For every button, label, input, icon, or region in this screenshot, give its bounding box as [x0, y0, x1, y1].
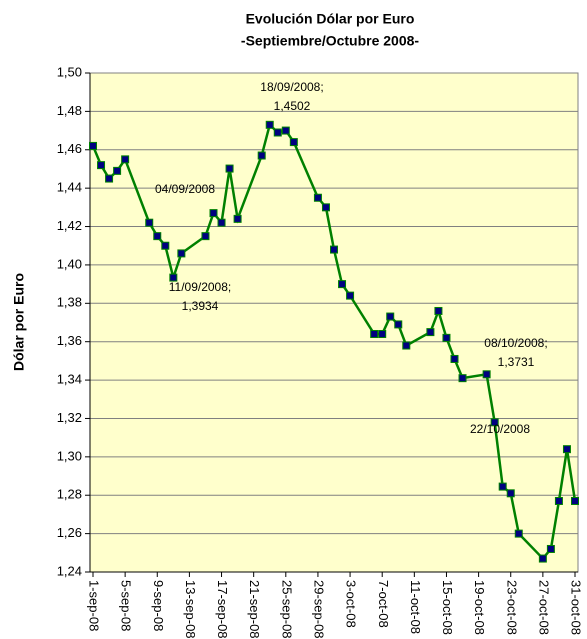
x-tick-label: 11-oct-08: [408, 580, 423, 634]
marker: [506, 489, 515, 498]
marker: [346, 291, 355, 300]
x-tick-label: 15-oct-08: [440, 580, 455, 635]
x-tick-label: 7-oct-08: [376, 580, 391, 628]
marker: [169, 273, 178, 282]
y-tick-label: 1,42: [57, 218, 82, 233]
marker: [313, 193, 322, 202]
y-tick-label: 1,44: [57, 180, 82, 195]
annotation: 1,3731: [498, 355, 535, 369]
x-tick-label: 31-oct-08: [569, 580, 584, 635]
annotation: 22/10/2008: [470, 422, 530, 436]
y-tick-label: 1,48: [57, 103, 82, 118]
marker: [265, 120, 274, 129]
marker: [121, 155, 130, 164]
marker: [370, 330, 379, 339]
x-tick-label: 23-oct-08: [504, 580, 519, 635]
chart-subtitle: -Septiembre/Octubre 2008-: [241, 33, 420, 49]
marker: [402, 341, 411, 350]
marker: [562, 445, 571, 454]
plot-area: [89, 72, 579, 573]
marker: [330, 245, 338, 254]
marker: [458, 374, 467, 383]
x-tick-label: 19-oct-08: [472, 580, 487, 635]
marker: [257, 151, 266, 160]
marker: [225, 164, 234, 173]
y-tick-label: 1,32: [57, 410, 82, 425]
y-tick-label: 1,26: [57, 525, 82, 540]
marker: [450, 354, 459, 363]
marker: [482, 370, 491, 379]
annotation: 1,3934: [182, 299, 219, 313]
y-tick-label: 1,50: [57, 64, 82, 79]
marker: [97, 161, 106, 170]
annotation: 08/10/2008;: [484, 336, 547, 350]
y-tick-label: 1,24: [57, 563, 82, 578]
y-tick-label: 1,38: [57, 295, 82, 310]
x-tick-label: 5-sep-08: [119, 580, 134, 631]
x-tick-label: 13-sep-08: [183, 580, 198, 639]
annotation: 04/09/2008: [155, 182, 215, 196]
x-tick-label: 1-sep-08: [87, 580, 102, 631]
x-tick-label: 3-oct-08: [344, 580, 359, 628]
y-tick-label: 1,30: [57, 448, 82, 463]
annotation: 18/09/2008;: [260, 80, 323, 94]
marker: [105, 174, 114, 183]
marker: [338, 280, 347, 289]
marker: [273, 128, 282, 137]
marker: [434, 306, 443, 315]
x-tick-label: 9-sep-08: [151, 580, 166, 631]
marker: [209, 209, 218, 218]
marker: [89, 141, 97, 150]
x-tick-label: 25-sep-08: [279, 580, 294, 639]
y-tick-label: 1,34: [57, 372, 82, 387]
marker: [386, 312, 395, 321]
marker: [514, 529, 523, 538]
marker: [546, 544, 555, 553]
marker: [281, 126, 290, 135]
marker: [426, 328, 435, 337]
y-tick-label: 1,28: [57, 487, 82, 502]
annotation: 11/09/2008;: [169, 280, 232, 294]
marker: [321, 203, 330, 212]
marker: [201, 232, 210, 241]
x-tick-label: 29-sep-08: [311, 580, 326, 639]
marker: [571, 496, 579, 505]
marker: [394, 320, 403, 329]
y-tick-label: 1,46: [57, 141, 82, 156]
y-axis-title: Dólar por Euro: [11, 273, 27, 371]
marker: [217, 218, 226, 227]
marker: [161, 241, 170, 250]
annotation: 1,4502: [274, 99, 311, 113]
marker: [289, 138, 298, 147]
x-tick-label: 27-oct-08: [536, 580, 551, 635]
marker: [233, 214, 242, 223]
y-tick-label: 1,36: [57, 333, 82, 348]
marker: [490, 418, 499, 427]
marker: [554, 496, 563, 505]
x-tick-label: 21-sep-08: [247, 580, 262, 639]
marker: [145, 218, 154, 227]
marker: [442, 333, 451, 342]
chart-title: Evolución Dólar por Euro: [246, 11, 415, 27]
y-tick-label: 1,40: [57, 256, 82, 271]
marker: [177, 249, 186, 258]
marker: [378, 330, 387, 339]
marker: [498, 482, 507, 491]
x-tick-label: 17-sep-08: [215, 580, 230, 639]
marker: [113, 166, 122, 175]
marker: [538, 554, 547, 563]
marker: [153, 232, 162, 241]
